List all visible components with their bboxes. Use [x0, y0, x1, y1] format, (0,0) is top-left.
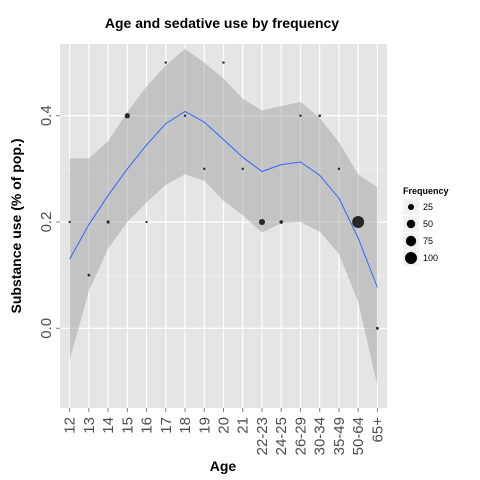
- data-point: [124, 113, 130, 119]
- data-point: [258, 218, 266, 226]
- legend: Frequency 25 50 75 100: [403, 186, 449, 266]
- y-axis-ticks: 0.0 0.2 0.4: [38, 105, 60, 339]
- data-point: [241, 167, 244, 171]
- y-tick-label: 0.0: [38, 318, 55, 339]
- data-point: [375, 326, 379, 330]
- x-tick-label: 13: [81, 417, 98, 434]
- data-point: [203, 167, 206, 171]
- data-point: [352, 216, 365, 229]
- x-tick-label: 18: [177, 417, 194, 434]
- data-point: [183, 114, 187, 117]
- legend-label: 25: [423, 202, 433, 212]
- legend-title: Frequency: [403, 186, 449, 196]
- x-tick-label: 16: [139, 417, 156, 434]
- chart-title: Age and sedative use by frequency: [105, 15, 339, 31]
- x-axis-title: Age: [210, 458, 237, 474]
- legend-label: 75: [423, 236, 433, 246]
- data-point: [337, 167, 341, 171]
- data-point: [87, 273, 91, 277]
- data-point: [106, 220, 110, 224]
- data-point: [222, 61, 225, 64]
- x-tick-label: 21: [235, 417, 252, 434]
- x-tick-label: 50-64: [350, 417, 367, 455]
- legend-label: 50: [423, 219, 433, 229]
- legend-point: [405, 252, 417, 264]
- x-axis-ticks: 12 13 14 15 16 17 18 19 20 21 22-23 24-25 26-29 30-34…: [62, 408, 386, 455]
- data-points: [68, 61, 379, 330]
- data-point: [299, 114, 302, 117]
- smooth-line: [69, 110, 378, 288]
- data-point: [318, 114, 322, 118]
- y-axis-title: Substance use (% of pop.): [8, 138, 24, 313]
- legend-label: 100: [423, 253, 438, 263]
- x-tick-label: 19: [196, 417, 213, 434]
- legend-point: [408, 204, 414, 210]
- legend-point: [406, 219, 416, 229]
- legend-point: [405, 235, 417, 247]
- x-tick-label: 26-29: [292, 417, 309, 455]
- x-tick-label: 15: [119, 417, 136, 434]
- data-point: [68, 220, 71, 224]
- x-tick-label: 20: [216, 417, 233, 434]
- y-tick-label: 0.4: [38, 105, 55, 126]
- x-tick-label: 65+: [369, 417, 386, 443]
- major-grid: [60, 44, 387, 408]
- x-tick-label: 12: [62, 417, 79, 434]
- x-tick-label: 35-49: [331, 417, 348, 455]
- x-tick-label: 30-34: [312, 417, 329, 455]
- data-point: [145, 220, 148, 224]
- x-tick-label: 14: [100, 417, 117, 434]
- data-point: [279, 220, 284, 224]
- y-tick-label: 0.2: [38, 212, 55, 233]
- x-tick-label: 22-23: [254, 417, 271, 455]
- x-tick-label: 17: [158, 417, 175, 434]
- data-point: [164, 61, 167, 64]
- confidence-band: [69, 48, 378, 386]
- x-tick-label: 24-25: [273, 417, 290, 455]
